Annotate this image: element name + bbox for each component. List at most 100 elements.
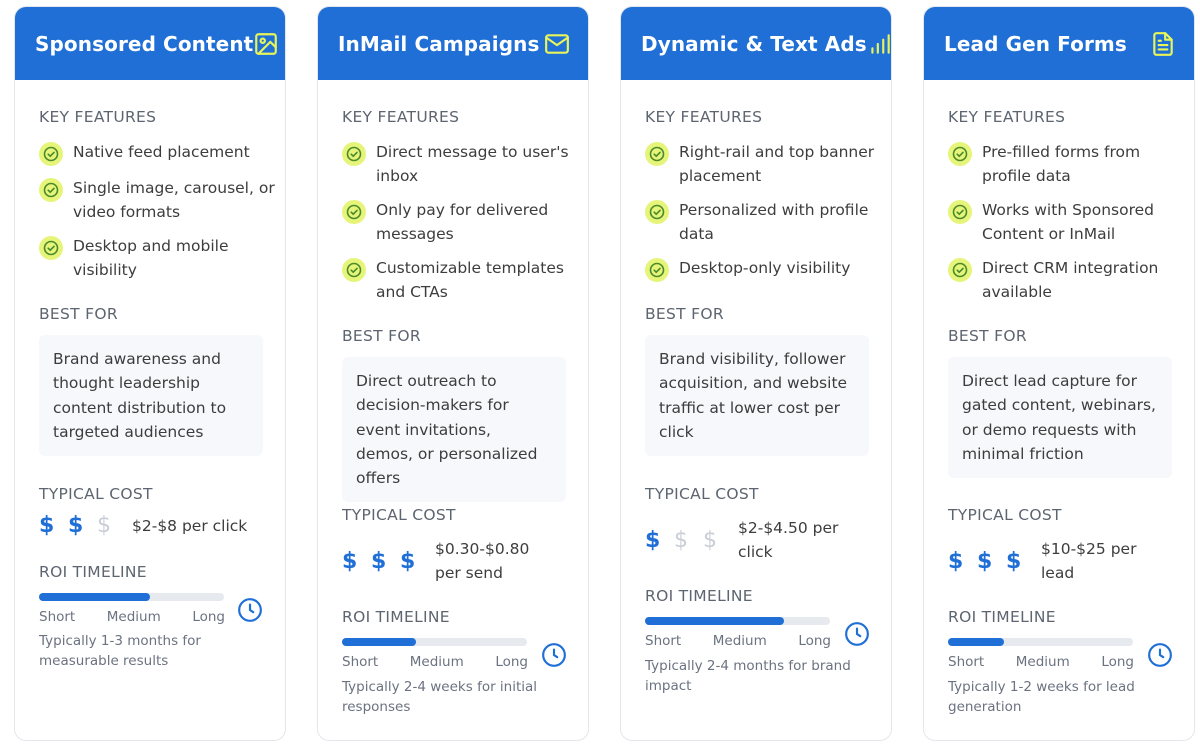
image-icon [255, 32, 278, 55]
check-circle-icon [948, 200, 972, 224]
feature-item: Desktop-only visibility [645, 256, 881, 282]
dollar-icon: $ [68, 513, 84, 538]
cost-row: $ $ $ $0.30-$0.80 per send [342, 537, 557, 585]
dollar-icon: $ [400, 548, 416, 574]
clock-icon [542, 643, 566, 667]
check-circle-icon [342, 142, 366, 166]
best-for-label: BEST FOR [645, 305, 724, 323]
typical-cost-label: TYPICAL COST [39, 485, 153, 503]
feature-text: Desktop and mobile visibility [73, 237, 229, 279]
best-for-box: Direct outreach to decision-makers for e… [342, 357, 566, 503]
check-circle-icon [645, 200, 669, 224]
roi-short-label: Short [645, 633, 682, 649]
clock-icon [1148, 643, 1172, 667]
card-title: Dynamic & Text Ads [641, 31, 867, 56]
feature-text: Direct message to user's inbox [376, 143, 569, 185]
roi-short-label: Short [39, 609, 76, 625]
feature-item: Personalized with profile data [645, 198, 881, 246]
roi-scale: Short Medium Long [948, 654, 1134, 670]
best-for-box: Brand awareness and thought leadership c… [39, 335, 263, 457]
roi-medium-label: Medium [106, 609, 161, 625]
feature-item: Only pay for delivered messages [342, 198, 578, 246]
feature-item: Native feed placement [39, 140, 275, 166]
feature-item: Customizable templates and CTAs [342, 256, 578, 304]
dollar-icon: $ [1006, 548, 1022, 574]
feature-item: Direct message to user's inbox [342, 140, 578, 188]
document-icon [1153, 31, 1173, 56]
cost-row: $ $ $ $2-$8 per click [39, 513, 247, 538]
feature-text: Only pay for delivered messages [376, 201, 549, 243]
check-circle-icon [948, 142, 972, 166]
roi-long-label: Long [192, 609, 225, 625]
card-title: Lead Gen Forms [944, 31, 1127, 56]
cost-row: $ $ $ $10-$25 per lead [948, 537, 1163, 585]
feature-item: Right-rail and top banner placement [645, 140, 881, 188]
bar-chart-icon [871, 33, 890, 54]
roi-track [342, 638, 527, 646]
roi-medium-label: Medium [712, 633, 767, 649]
best-for-box: Direct lead capture for gated content, w… [948, 357, 1172, 479]
feature-item: Works with Sponsored Content or InMail [948, 198, 1184, 246]
card-lead-gen-forms: Lead Gen Forms KEY FEATURES Pre-filled f… [923, 6, 1195, 741]
best-for-box: Brand visibility, follower acquisition, … [645, 335, 869, 457]
feature-text: Customizable templates and CTAs [376, 259, 564, 301]
roi-scale: Short Medium Long [645, 633, 831, 649]
card-header: Lead Gen Forms [924, 7, 1194, 80]
roi-timeline-label: ROI TIMELINE [645, 587, 753, 605]
typical-cost-label: TYPICAL COST [645, 485, 759, 503]
dollar-icon: $ [674, 527, 688, 553]
feature-text: Desktop-only visibility [679, 259, 851, 277]
check-circle-icon [39, 178, 63, 202]
dollar-icon: $ [97, 513, 111, 538]
feature-text: Direct CRM integration available [982, 259, 1159, 301]
roi-fill [948, 638, 1004, 646]
roi-long-label: Long [798, 633, 831, 649]
roi-note: Typically 2-4 months for brand impact [645, 658, 851, 694]
feature-text: Single image, carousel, or video formats [73, 179, 275, 221]
roi-note: Typically 2-4 weeks for initial response… [342, 679, 538, 715]
roi-scale: Short Medium Long [342, 654, 528, 670]
check-circle-icon [39, 236, 63, 260]
roi-short-label: Short [342, 654, 379, 670]
best-for-label: BEST FOR [948, 327, 1027, 345]
key-features-label: KEY FEATURES [342, 108, 460, 126]
feature-list: Direct message to user's inbox Only pay … [342, 140, 578, 314]
dollar-icon: $ [703, 527, 717, 553]
feature-list: Right-rail and top banner placement Pers… [645, 140, 881, 292]
cost-text: $2-$4.50 per click [738, 519, 839, 561]
roi-long-label: Long [495, 654, 528, 670]
roi-track [39, 593, 224, 601]
dollar-icon: $ [645, 527, 661, 553]
feature-text: Works with Sponsored Content or InMail [982, 201, 1155, 243]
roi-medium-label: Medium [1015, 654, 1070, 670]
roi-medium-label: Medium [409, 654, 464, 670]
feature-item: Pre-filled forms from profile data [948, 140, 1184, 188]
typical-cost-label: TYPICAL COST [342, 506, 456, 524]
roi-timeline-label: ROI TIMELINE [948, 608, 1056, 626]
feature-text: Native feed placement [73, 143, 250, 161]
best-for-label: BEST FOR [39, 305, 118, 323]
roi-fill [342, 638, 416, 646]
clock-icon [845, 622, 869, 646]
roi-timeline-label: ROI TIMELINE [39, 563, 147, 581]
dollar-icon: $ [371, 548, 387, 574]
mail-icon [545, 33, 569, 54]
feature-text: Personalized with profile data [679, 201, 869, 243]
cost-text: $2-$8 per click [132, 516, 248, 535]
roi-track [645, 617, 830, 625]
feature-text: Pre-filled forms from profile data [982, 143, 1141, 185]
roi-scale: Short Medium Long [39, 609, 225, 625]
roi-track [948, 638, 1133, 646]
feature-item: Single image, carousel, or video formats [39, 176, 275, 224]
dollar-icon: $ [948, 548, 964, 574]
feature-item: Direct CRM integration available [948, 256, 1184, 304]
roi-long-label: Long [1101, 654, 1134, 670]
roi-timeline-label: ROI TIMELINE [342, 608, 450, 626]
check-circle-icon [39, 142, 63, 166]
roi-fill [39, 593, 150, 601]
card-header: Sponsored Content [15, 7, 285, 80]
feature-item: Desktop and mobile visibility [39, 234, 275, 282]
dollar-icon: $ [39, 513, 55, 538]
best-for-label: BEST FOR [342, 327, 421, 345]
check-circle-icon [645, 142, 669, 166]
